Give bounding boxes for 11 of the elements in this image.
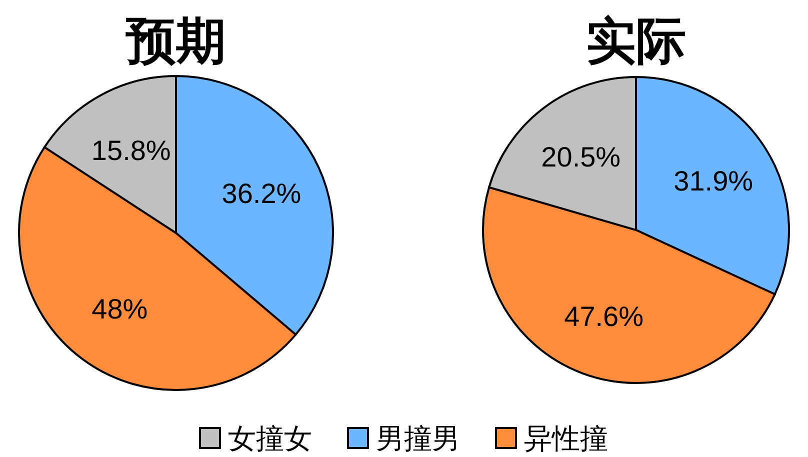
data-label: 20.5% [541,141,621,172]
chart-title: 预期 [125,11,226,70]
data-label: 48% [92,293,148,324]
legend-label: 异性撞 [524,422,608,455]
data-label: 36.2% [222,178,302,210]
data-label: 15.8% [91,134,171,166]
data-label: 31.9% [674,165,754,196]
chart-title: 实际 [586,11,686,70]
legend-label: 男撞男 [376,422,460,455]
data-label: 47.6% [564,300,644,332]
legend-label: 女撞女 [228,422,312,455]
